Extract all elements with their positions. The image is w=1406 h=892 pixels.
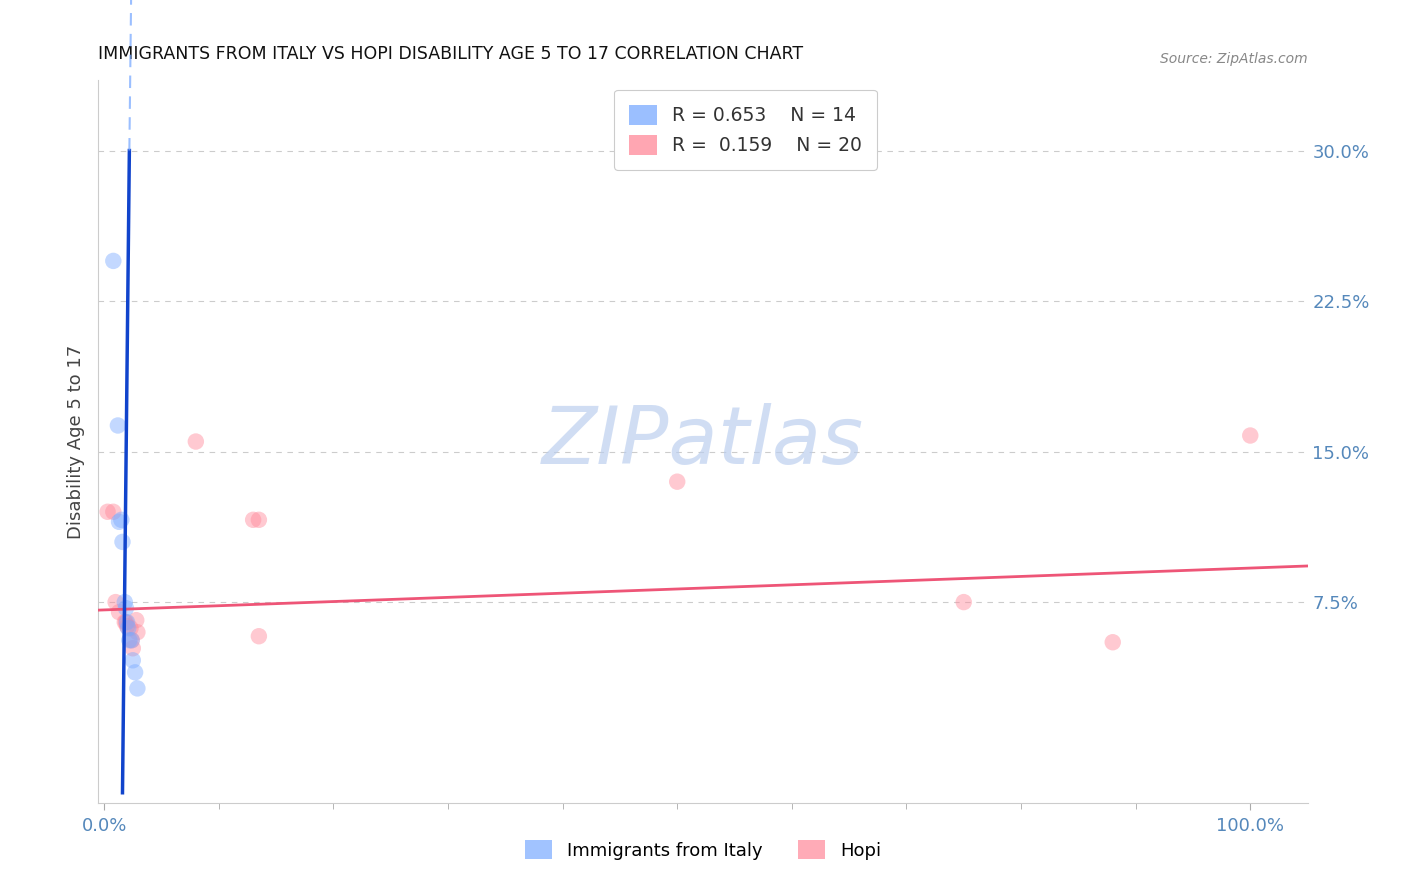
Legend: R = 0.653    N = 14, R =  0.159    N = 20: R = 0.653 N = 14, R = 0.159 N = 20 (614, 90, 877, 170)
Text: Source: ZipAtlas.com: Source: ZipAtlas.com (1160, 52, 1308, 66)
Point (114, 595, 136, 609)
Point (247, 629, 270, 643)
Point (114, 615, 136, 630)
Point (952, 595, 974, 609)
Point (247, 513, 270, 527)
Point (115, 615, 138, 630)
Text: IMMIGRANTS FROM ITALY VS HOPI DISABILITY AGE 5 TO 17 CORRELATION CHART: IMMIGRANTS FROM ITALY VS HOPI DISABILITY… (98, 45, 804, 63)
Point (104, 595, 127, 609)
Point (120, 621, 142, 635)
Point (121, 653, 143, 667)
Point (1101, 635, 1123, 649)
Point (127, 681, 149, 696)
Point (242, 513, 264, 527)
Point (108, 515, 131, 529)
Point (107, 418, 129, 433)
Point (115, 601, 138, 615)
Point (121, 633, 143, 648)
Point (117, 621, 139, 635)
Point (97, 505, 120, 519)
Point (121, 633, 143, 648)
Point (115, 615, 138, 630)
Point (121, 641, 143, 656)
Point (111, 535, 134, 549)
Y-axis label: Disability Age 5 to 17: Disability Age 5 to 17 (66, 344, 84, 539)
Point (115, 619, 138, 633)
Point (103, 254, 125, 268)
Point (103, 505, 125, 519)
Text: ZIPatlas: ZIPatlas (541, 402, 865, 481)
Point (1239, 428, 1261, 442)
Point (127, 625, 149, 640)
Point (666, 475, 689, 489)
Point (124, 665, 146, 680)
Point (108, 605, 131, 619)
Point (110, 513, 132, 527)
Point (184, 434, 207, 449)
Point (125, 613, 148, 627)
Point (118, 633, 141, 648)
Legend: Immigrants from Italy, Hopi: Immigrants from Italy, Hopi (517, 833, 889, 867)
